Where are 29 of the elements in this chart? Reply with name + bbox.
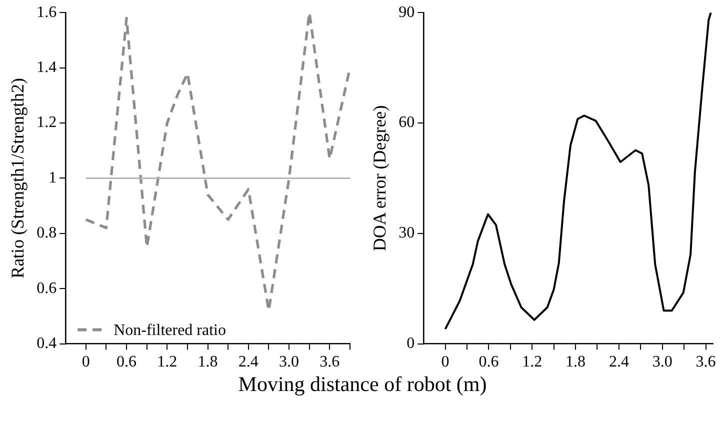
y-tick-label: 90: [398, 4, 415, 21]
y-tick-label: 1.2: [36, 114, 57, 132]
y-tick-label: 0: [406, 335, 415, 352]
x-tick-label: 3.6: [696, 354, 716, 371]
x-tick-label: 3.0: [279, 354, 300, 371]
x-tick-label: 3.0: [652, 354, 672, 371]
y-tick-label: 30: [398, 224, 415, 242]
y-axis-title: DOA error (Degree): [370, 105, 390, 252]
y-tick-label: 0.4: [36, 335, 57, 352]
x-tick-label: 1.2: [157, 354, 178, 371]
y-tick-label: 0.8: [36, 224, 57, 242]
y-tick-label: 0.6: [36, 280, 57, 297]
x-tick-label: 2.4: [608, 354, 629, 371]
x-tick-label: 1.8: [566, 354, 586, 371]
x-tick-label: 0: [82, 354, 90, 371]
y-tick-label: 1.4: [36, 59, 57, 76]
x-tick-label: 0.6: [116, 354, 137, 371]
y-tick-label: 1: [48, 169, 57, 186]
x-tick-label: 0.6: [478, 354, 499, 371]
legend-label: Non-filtered ratio: [114, 322, 226, 340]
x-tick-label: 1.8: [198, 354, 218, 371]
x-tick-label: 3.6: [320, 354, 340, 371]
x-tick-label: 2.4: [238, 354, 258, 371]
x-tick-label: 0: [441, 354, 450, 371]
y-tick-label: 1.6: [36, 4, 57, 21]
x-axis-title: Moving distance of robot (m): [237, 372, 488, 397]
x-tick-label: 1.2: [522, 354, 542, 371]
y-tick-label: 60: [398, 114, 415, 132]
y-axis-title: Ratio (Strength1/Strength2): [8, 78, 28, 278]
